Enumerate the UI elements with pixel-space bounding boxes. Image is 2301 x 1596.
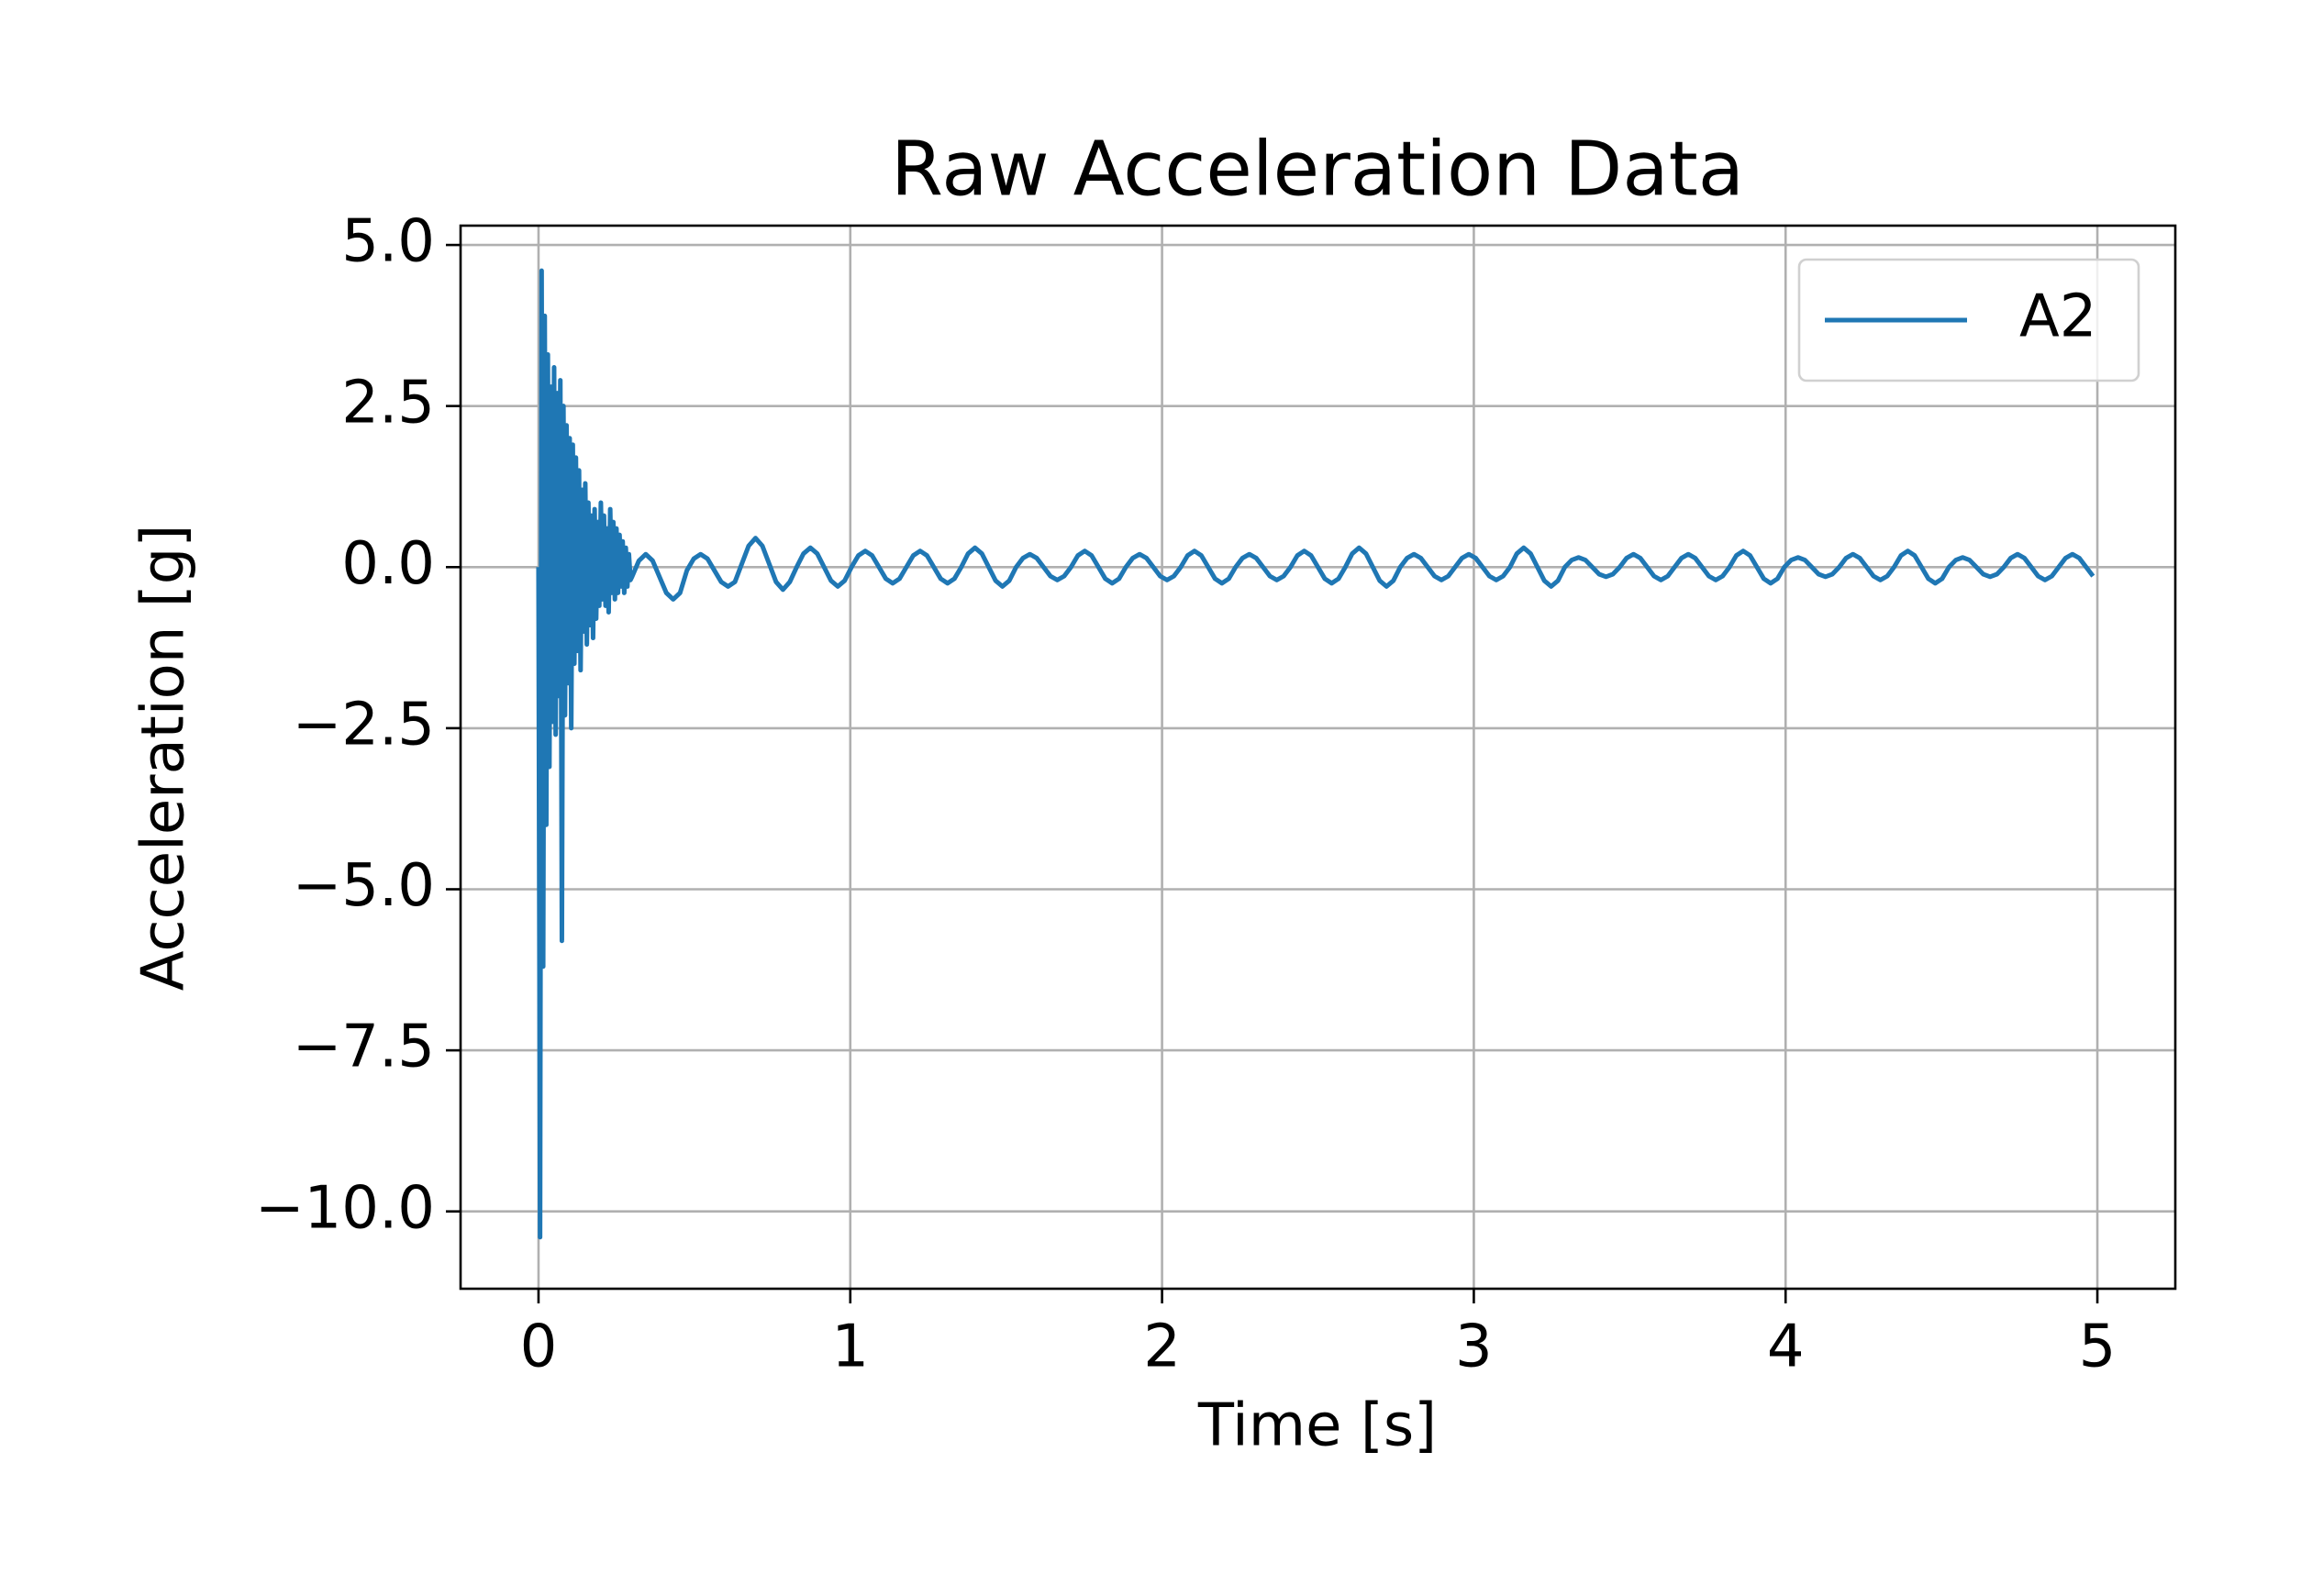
legend-label: A2 xyxy=(2019,283,2097,351)
y-tick-label: −10.0 xyxy=(255,1174,435,1242)
x-tick-label: 1 xyxy=(831,1313,869,1381)
y-tick-label: −2.5 xyxy=(293,691,435,759)
data-line xyxy=(536,268,2095,1240)
y-tick-label: −5.0 xyxy=(293,852,435,920)
y-tick-label: 0.0 xyxy=(341,530,435,598)
y-axis-label: Acceleration [g] xyxy=(130,525,198,992)
x-tick-label: 2 xyxy=(1143,1313,1181,1381)
x-tick-label: 5 xyxy=(2079,1313,2117,1381)
y-tick-label: 2.5 xyxy=(341,369,435,437)
y-tick-label: 5.0 xyxy=(341,208,435,276)
x-tick-label: 4 xyxy=(1767,1313,1805,1381)
x-tick-label: 3 xyxy=(1455,1313,1493,1381)
y-tick-label: −7.5 xyxy=(293,1014,435,1081)
legend-box xyxy=(1797,258,2140,382)
x-tick-label: 0 xyxy=(520,1313,558,1381)
plot-frame xyxy=(459,224,2177,1291)
chart-title: Raw Acceleration Data xyxy=(891,126,1744,213)
x-axis-label: Time [s] xyxy=(1197,1392,1437,1460)
